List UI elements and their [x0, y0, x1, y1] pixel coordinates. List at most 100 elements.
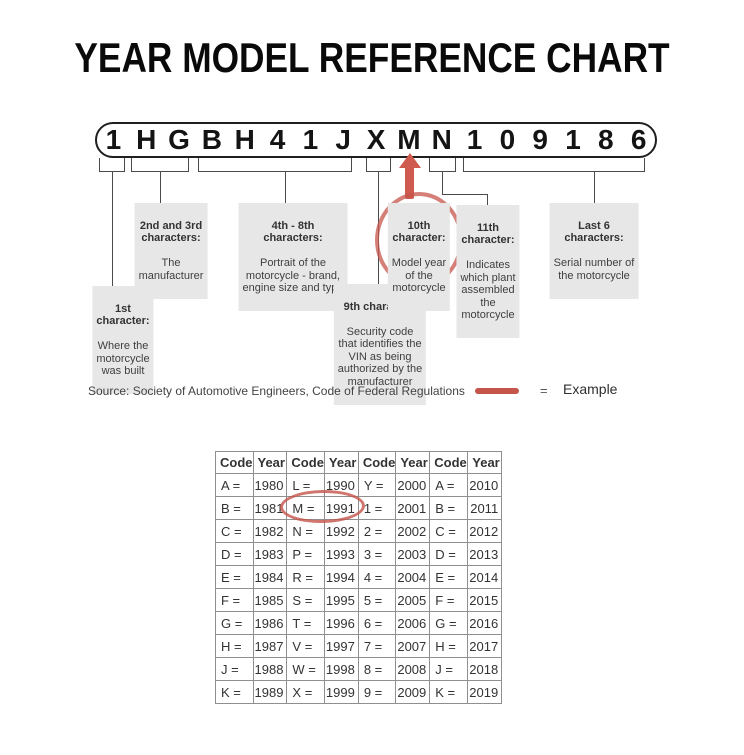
code-cell: B = [429, 496, 469, 520]
year-cell: 2003 [395, 542, 431, 566]
code-cell: D = [215, 542, 254, 566]
year-cell: 1998 [323, 657, 359, 681]
vin-char: 1 [302, 124, 319, 155]
table-header-cell: Year [395, 451, 431, 474]
year-cell: 1989 [252, 680, 288, 704]
year-cell: 2009 [395, 680, 431, 704]
code-cell: S = [286, 588, 325, 612]
table-row: J = 1988 W = 1998 8 = 2008 J = 2018 [215, 657, 503, 681]
table-row: B = 1981 M = 1991 1 = 2001 B = 2011 [215, 496, 503, 520]
callout-heading: 2nd and 3rd characters: [139, 219, 203, 245]
year-cell: 2010 [467, 473, 503, 497]
vin-char: 1 [105, 124, 122, 155]
year-cell: 2014 [467, 565, 503, 589]
vin-char: B [201, 124, 223, 155]
year-cell: 1985 [252, 588, 288, 612]
code-cell: C = [215, 519, 254, 543]
example-arrow-icon [399, 153, 421, 168]
callout-2nd-3rd-characters: 2nd and 3rd characters: The manufacturer [134, 203, 208, 299]
table-header-cell: Code [429, 451, 469, 474]
year-cell: 2015 [467, 588, 503, 612]
code-cell: B = [215, 496, 254, 520]
table-header-row: Code Year Code Year Code Year Code Year [215, 451, 503, 474]
code-cell: T = [286, 611, 325, 635]
code-cell: Y = [357, 473, 397, 497]
year-cell: 1988 [252, 657, 288, 681]
vin-char: M [397, 124, 421, 155]
callout-body: The manufacturer [138, 257, 204, 282]
year-cell: 1987 [252, 634, 288, 658]
source-note: Source: Society of Automotive Engineers,… [88, 384, 465, 398]
table-header-cell: Year [467, 451, 503, 474]
year-cell: 2013 [467, 542, 503, 566]
example-arrow-shaft [405, 166, 414, 199]
connector-line-4th-8th [285, 172, 286, 203]
equals-sign: = [540, 383, 548, 398]
code-cell: L = [286, 473, 325, 497]
year-cell: 1997 [323, 634, 359, 658]
year-cell: 2000 [395, 473, 431, 497]
callout-heading: Last 6 characters: [564, 219, 624, 245]
year-cell: 1993 [323, 542, 359, 566]
code-cell: K = [215, 680, 254, 704]
code-cell: G = [215, 611, 254, 635]
table-row: G = 1986 T = 1996 6 = 2006 G = 2016 [215, 611, 503, 635]
year-code-table: Code Year Code Year Code Year Code Year A = 1980 L… [215, 451, 503, 704]
callout-body: Portrait of the motorcycle - brand, engi… [242, 257, 344, 294]
table-row: A = 1980 L = 1990 Y = 2000 A = 2010 [215, 473, 503, 497]
year-cell: 1999 [323, 680, 359, 704]
year-cell: 1982 [252, 519, 288, 543]
year-cell: 2017 [467, 634, 503, 658]
vin-char: X [366, 124, 386, 155]
code-cell: 2 = [357, 519, 397, 543]
code-cell: J = [215, 657, 254, 681]
vin-char: G [168, 124, 190, 155]
code-cell: 6 = [357, 611, 397, 635]
table-header-cell: Year [323, 451, 359, 474]
code-cell: J = [429, 657, 469, 681]
code-cell: P = [286, 542, 325, 566]
connector-line-2nd-3rd [160, 172, 161, 203]
year-code-table-container: Code Year Code Year Code Year Code Year A = 1980 L… [215, 451, 503, 704]
connector-line-1st [112, 172, 113, 286]
table-row: E = 1984 R = 1994 4 = 2004 E = 2014 [215, 565, 503, 589]
year-cell: 2004 [395, 565, 431, 589]
code-cell: W = [286, 657, 325, 681]
code-cell: R = [286, 565, 325, 589]
vin-char: J [335, 124, 351, 155]
year-cell: 2011 [467, 496, 503, 520]
callout-10th-character: 10th character: Model year of the motorc… [387, 203, 451, 311]
year-cell: 2018 [467, 657, 503, 681]
table-row: D = 1983 P = 1993 3 = 2003 D = 2013 [215, 542, 503, 566]
year-cell: 2006 [395, 611, 431, 635]
callout-body: Model year of the motorcycle [391, 257, 447, 294]
vin-char: H [234, 124, 255, 155]
year-cell: 1996 [323, 611, 359, 635]
vin-char: 9 [532, 124, 548, 155]
callout-1st-character: 1st character: Where the motorcycle was … [92, 286, 154, 394]
code-cell: 8 = [357, 657, 397, 681]
code-cell: K = [429, 680, 469, 704]
code-cell: D = [429, 542, 469, 566]
code-cell: 3 = [357, 542, 397, 566]
year-cell: 1995 [323, 588, 359, 612]
callout-heading: 4th - 8th characters: [263, 219, 323, 245]
code-cell: X = [286, 680, 325, 704]
code-cell: E = [429, 565, 469, 589]
year-cell: 2019 [467, 680, 503, 704]
callout-heading: 10th character: [392, 219, 446, 245]
year-cell: 2002 [395, 519, 431, 543]
year-cell: 2005 [395, 588, 431, 612]
bracket-9th-character [366, 158, 391, 172]
bracket-4th-8th-characters [198, 158, 352, 172]
code-cell: 7 = [357, 634, 397, 658]
code-cell: F = [215, 588, 254, 612]
year-cell: 2007 [395, 634, 431, 658]
code-cell: H = [429, 634, 469, 658]
bracket-last-6-characters [463, 158, 645, 172]
year-cell: 1983 [252, 542, 288, 566]
connector-line-11th-into-box [487, 194, 488, 205]
year-cell: 1994 [323, 565, 359, 589]
